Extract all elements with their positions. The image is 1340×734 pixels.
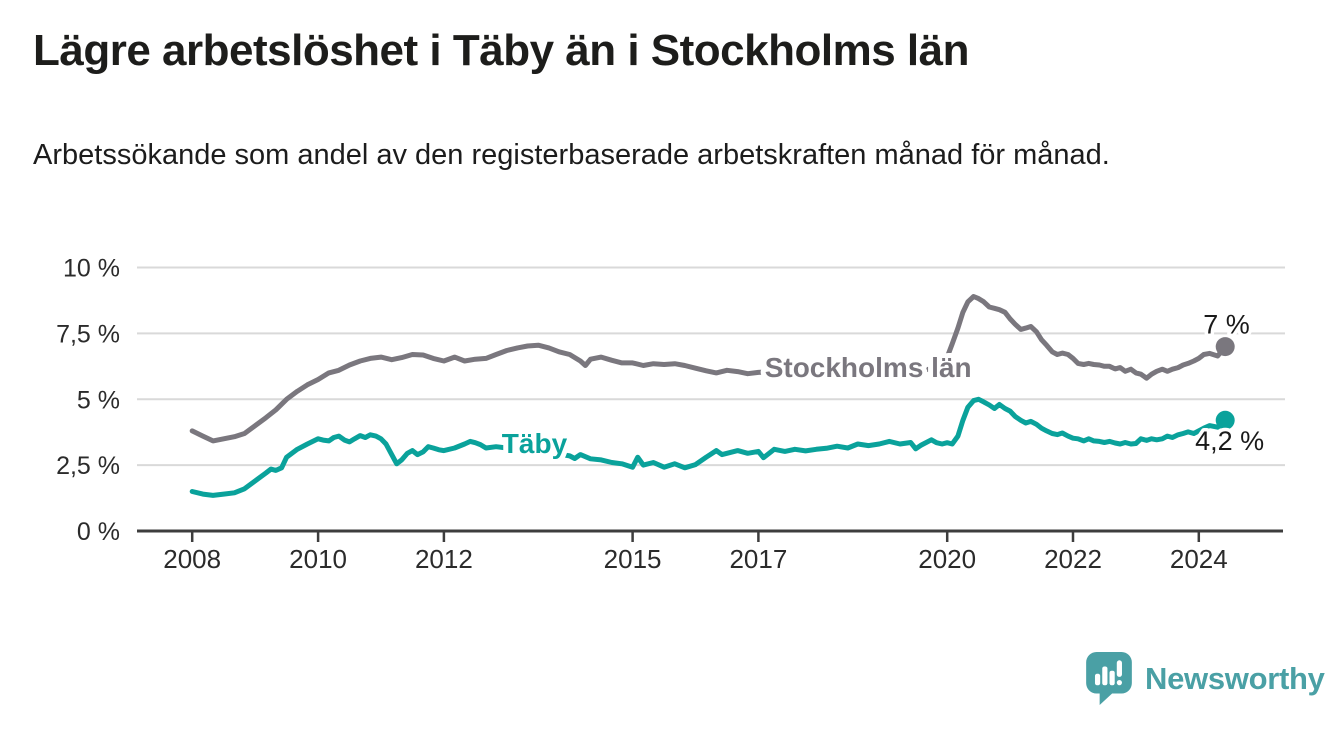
x-axis-tick-label: 2020	[918, 544, 976, 574]
x-axis-tick-label: 2022	[1044, 544, 1102, 574]
speech-bubble-shape	[1086, 652, 1132, 705]
page-subtitle: Arbetssökande som andel av den registerb…	[33, 139, 1110, 171]
y-axis-tick-label: 10 %	[63, 255, 120, 283]
bar-1	[1094, 673, 1101, 686]
x-axis-tick-label: 2015	[604, 544, 662, 574]
newsworthy-wordmark: Newsworthy	[1145, 661, 1325, 696]
series-end-value-stockholms-l-n: 7 %	[1203, 309, 1250, 339]
series-label-stockholms-l-n: Stockholms län	[765, 352, 972, 383]
newsworthy-logo-icon	[1086, 652, 1132, 705]
x-axis-tick-label: 2008	[163, 544, 221, 574]
bar-2	[1102, 666, 1108, 686]
y-axis-tick-label: 2,5 %	[56, 452, 120, 480]
newsworthy-brand: Newsworthy	[1085, 652, 1325, 706]
page-title: Lägre arbetslöshet i Täby än i Stockholm…	[33, 26, 969, 75]
series-label-t-by: Täby	[502, 428, 568, 459]
y-axis-tick-label: 0 %	[77, 518, 120, 546]
series-line-t-by	[189, 396, 1228, 498]
x-axis-tick-label: 2010	[289, 544, 347, 574]
series-end-dot-stockholms-l-n	[1215, 337, 1235, 357]
y-axis-tick-label: 7,5 %	[56, 320, 120, 348]
bar-3	[1109, 670, 1115, 686]
exclamation-dot	[1116, 680, 1122, 686]
x-axis-tick-label: 2024	[1170, 544, 1228, 574]
series-end-dot-t-by	[1215, 410, 1235, 430]
x-axis-tick-label: 2017	[729, 544, 787, 574]
y-axis-tick-label: 5 %	[77, 386, 120, 414]
series-line-stockholms-l-n	[189, 294, 1228, 444]
exclamation-bar	[1116, 660, 1122, 677]
x-axis-tick-label: 2012	[415, 544, 473, 574]
series-end-value-t-by: 4,2 %	[1195, 426, 1264, 456]
